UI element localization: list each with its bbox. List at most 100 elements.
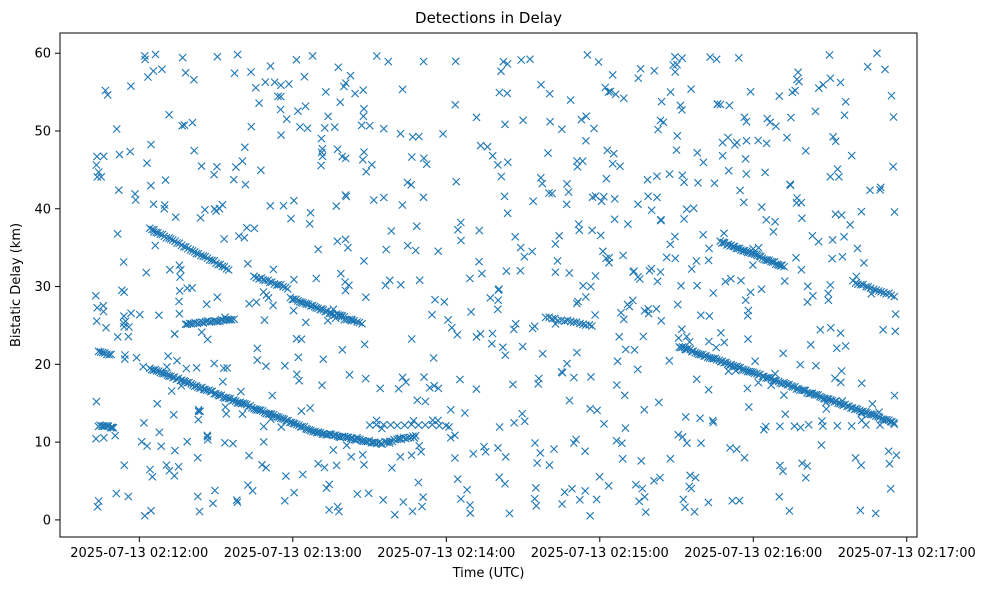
- detection-point: [268, 391, 277, 400]
- detection-point: [742, 136, 751, 145]
- detection-point: [220, 438, 229, 447]
- detection-point: [678, 171, 687, 180]
- detection-point: [741, 296, 750, 305]
- detection-point: [135, 310, 144, 319]
- detection-point: [686, 471, 695, 480]
- track-m-point: [683, 344, 692, 353]
- detection-point: [167, 387, 176, 395]
- detection-point: [634, 74, 643, 83]
- detection-point: [792, 253, 800, 262]
- detection-point: [317, 148, 326, 157]
- detection-point: [336, 98, 345, 107]
- track-m-point: [798, 386, 807, 395]
- detection-point: [495, 423, 504, 431]
- detection-point: [565, 396, 574, 405]
- detection-point: [381, 281, 390, 290]
- detection-point: [398, 201, 407, 209]
- detection-point: [292, 334, 301, 343]
- detection-point: [545, 461, 554, 470]
- detection-point: [247, 68, 255, 76]
- detection-point: [259, 422, 268, 431]
- track-n-point: [833, 421, 842, 430]
- track-c-point: [256, 406, 265, 415]
- track-g-point: [152, 228, 161, 237]
- track-g-point: [214, 260, 223, 269]
- detection-point: [887, 91, 896, 100]
- detection-point: [532, 501, 541, 510]
- detection-point: [203, 335, 212, 344]
- detection-point: [518, 409, 527, 418]
- detection-point: [678, 54, 687, 63]
- detection-point: [242, 223, 251, 232]
- detection-point: [320, 463, 329, 472]
- detection-point: [737, 276, 745, 285]
- detection-point: [732, 445, 741, 454]
- track-m-point: [788, 383, 797, 391]
- detection-point: [761, 168, 770, 177]
- track-i-point: [283, 285, 292, 293]
- detection-point: [574, 220, 583, 229]
- track-g-point: [148, 225, 156, 234]
- detection-point: [377, 424, 386, 433]
- track-c-point: [206, 387, 215, 396]
- detection-point: [115, 150, 124, 159]
- detection-point: [517, 56, 526, 64]
- detection-point: [705, 244, 714, 253]
- detection-point: [213, 293, 222, 302]
- detection-point: [652, 172, 661, 181]
- detection-point: [451, 57, 460, 66]
- detection-point: [766, 118, 775, 127]
- detection-point: [886, 484, 895, 493]
- track-j-point: [289, 295, 298, 304]
- detection-point: [260, 316, 269, 325]
- detection-point: [520, 417, 529, 426]
- detection-point: [822, 405, 831, 413]
- detection-point: [673, 300, 682, 309]
- detection-point: [657, 216, 665, 225]
- detection-point: [796, 360, 805, 369]
- detection-point: [582, 112, 591, 121]
- detection-point: [550, 445, 558, 453]
- detection-point: [746, 288, 755, 297]
- detection-point: [516, 266, 525, 275]
- detection-point: [488, 329, 497, 338]
- detection-point: [197, 328, 206, 337]
- detection-point: [269, 265, 278, 274]
- detection-point: [342, 441, 351, 450]
- detection-point: [143, 73, 152, 81]
- detection-point: [117, 286, 126, 295]
- detection-point: [329, 446, 338, 454]
- detection-point: [475, 257, 484, 266]
- detection-point: [501, 452, 510, 461]
- data-marks: [91, 49, 901, 520]
- detection-point: [601, 83, 610, 92]
- detection-point: [724, 133, 732, 142]
- detection-point: [241, 180, 250, 189]
- detection-point: [379, 495, 388, 504]
- detection-point: [726, 443, 734, 452]
- detection-point: [173, 356, 181, 365]
- detection-point: [387, 463, 396, 472]
- detection-point: [467, 307, 476, 316]
- detection-point: [497, 172, 506, 181]
- detection-point: [360, 148, 368, 157]
- detection-point: [487, 339, 496, 348]
- track-n-point: [818, 422, 827, 430]
- detection-point: [364, 489, 373, 498]
- detection-point: [176, 265, 185, 274]
- detection-point: [631, 480, 640, 489]
- detection-point: [511, 232, 520, 241]
- detection-point: [678, 432, 687, 441]
- detection-point: [857, 207, 866, 216]
- detection-point: [279, 201, 288, 210]
- track-h-point: [227, 315, 236, 324]
- detection-point: [581, 293, 590, 301]
- detection-point: [533, 459, 542, 467]
- detection-point: [569, 439, 578, 447]
- track-o-point: [780, 262, 789, 271]
- detection-point: [200, 205, 209, 214]
- detection-point: [333, 145, 342, 154]
- track-g-point: [168, 236, 177, 245]
- detection-point: [221, 403, 230, 411]
- detection-point: [637, 456, 646, 465]
